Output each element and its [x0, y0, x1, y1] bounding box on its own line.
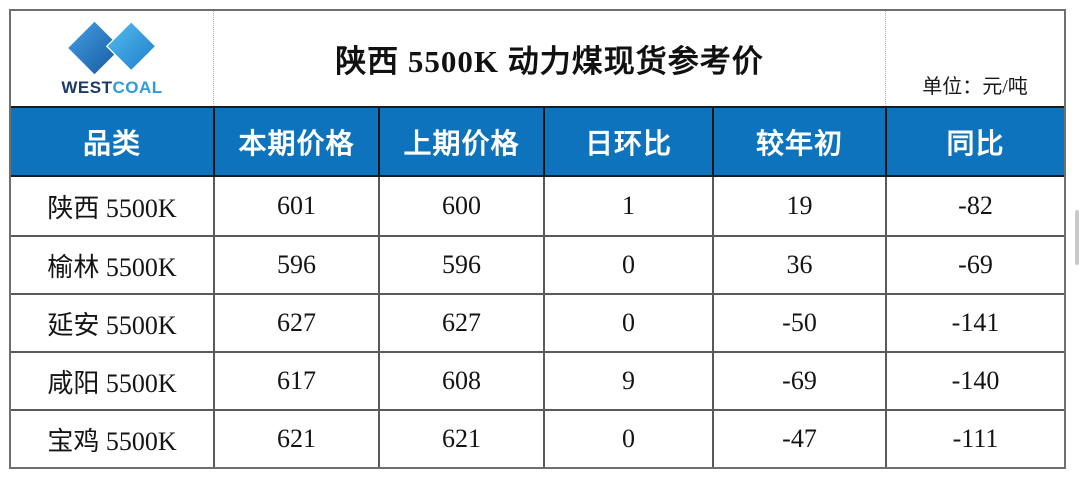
cell-day-on-day: 0	[543, 409, 712, 467]
column-header-category: 品类	[82, 128, 141, 160]
cell-yoy-change: -141	[885, 293, 1064, 351]
unit-label: 单位：元/吨	[885, 11, 1064, 106]
table-row: 延安 5500K 627 627 0 -50 -141	[11, 293, 1064, 351]
brand-logo: WESTCOAL	[11, 11, 213, 106]
column-header-previous-price: 上期价格	[378, 108, 543, 175]
column-header-ytd-change: 较年初	[712, 108, 885, 175]
cell-current-price: 596	[213, 235, 378, 293]
wordmark-coal: COAL	[112, 77, 163, 97]
cell-day-on-day: 9	[543, 351, 712, 409]
cell-category: 咸阳 5500K	[11, 351, 213, 409]
column-header-row: 品类 本期价格 上期价格 日环比 较年初 同比	[11, 106, 1064, 177]
column-header-yoy-change: 同比	[885, 108, 1064, 175]
cell-day-on-day: 0	[543, 293, 712, 351]
cell-current-price: 621	[213, 409, 378, 467]
cell-ytd-change: -69	[712, 351, 885, 409]
table-row: 榆林 5500K 596 596 0 36 -69	[11, 235, 1064, 293]
cell-day-on-day: 0	[543, 235, 712, 293]
cell-current-price: 617	[213, 351, 378, 409]
cell-yoy-change: -111	[885, 409, 1064, 467]
scrollbar-thumb[interactable]	[1075, 210, 1079, 265]
cell-category: 榆林 5500K	[11, 235, 213, 293]
cell-previous-price: 600	[378, 177, 543, 235]
cell-category: 延安 5500K	[11, 293, 213, 351]
table-row: 宝鸡 5500K 621 621 0 -47 -111	[11, 409, 1064, 467]
cell-yoy-change: -69	[885, 235, 1064, 293]
cell-ytd-change: -47	[712, 409, 885, 467]
column-header-day-on-day: 日环比	[543, 108, 712, 175]
page-title: 陕西 5500K 动力煤现货参考价	[335, 44, 764, 79]
cell-previous-price: 621	[378, 409, 543, 467]
cell-current-price: 627	[213, 293, 378, 351]
westcoal-logo-icon	[68, 20, 156, 74]
table-body: 陕西 5500K 601 600 1 19 -82 榆林 5500K 596 5…	[11, 177, 1064, 467]
westcoal-wordmark: WESTCOAL	[61, 78, 162, 98]
table-header-band: WESTCOAL 陕西 5500K 动力煤现货参考价 单位：元/吨	[11, 11, 1064, 106]
cell-day-on-day: 1	[543, 177, 712, 235]
price-table-card: WESTCOAL 陕西 5500K 动力煤现货参考价 单位：元/吨 品类 本期价…	[9, 9, 1066, 469]
wordmark-west: WEST	[61, 77, 113, 97]
table-row: 咸阳 5500K 617 608 9 -69 -140	[11, 351, 1064, 409]
cell-previous-price: 608	[378, 351, 543, 409]
cell-previous-price: 627	[378, 293, 543, 351]
cell-ytd-change: 19	[712, 177, 885, 235]
cell-yoy-change: -140	[885, 351, 1064, 409]
cell-previous-price: 596	[378, 235, 543, 293]
cell-ytd-change: -50	[712, 293, 885, 351]
cell-ytd-change: 36	[712, 235, 885, 293]
cell-category: 宝鸡 5500K	[11, 409, 213, 467]
column-header-current-price: 本期价格	[213, 108, 378, 175]
table-row: 陕西 5500K 601 600 1 19 -82	[11, 177, 1064, 235]
cell-yoy-change: -82	[885, 177, 1064, 235]
cell-category: 陕西 5500K	[47, 193, 177, 223]
cell-current-price: 601	[213, 177, 378, 235]
table-title-cell: 陕西 5500K 动力煤现货参考价	[213, 11, 885, 106]
